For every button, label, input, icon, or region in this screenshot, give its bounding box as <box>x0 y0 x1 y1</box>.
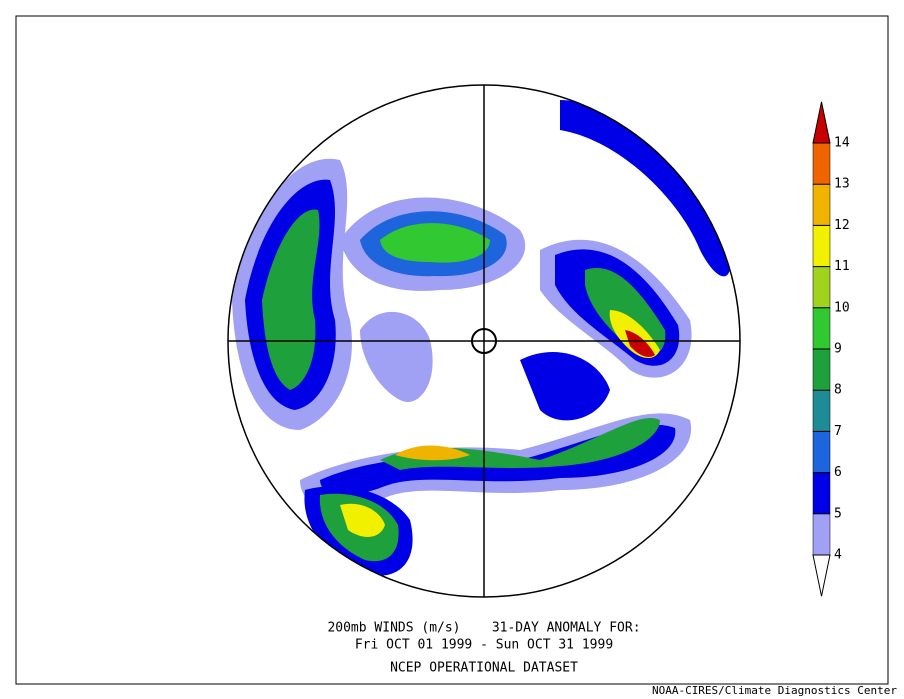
colorbar: 4 5 6 7 8 9 10 11 12 13 14 <box>812 101 850 597</box>
colorbar-segment <box>812 266 831 309</box>
wind-region <box>360 311 433 402</box>
colorbar-label: 10 <box>834 300 850 315</box>
colorbar-label: 4 <box>834 548 842 563</box>
colorbar-label: 14 <box>834 136 850 151</box>
pole-marker <box>471 328 497 354</box>
colorbar-segment <box>812 431 831 473</box>
wind-region <box>560 100 731 277</box>
wind-region <box>262 209 320 390</box>
wind-region <box>380 223 490 263</box>
colorbar-label: 7 <box>834 424 842 439</box>
colorbar-label: 11 <box>834 259 850 274</box>
colorbar-segment <box>812 183 831 226</box>
caption-line: Fri OCT 01 1999 - Sun OCT 31 1999 <box>355 638 613 653</box>
wind-region <box>395 445 470 461</box>
colorbar-label: 9 <box>834 342 842 357</box>
colorbar-label: 13 <box>834 177 850 192</box>
colorbar-label: 8 <box>834 383 842 398</box>
credit: NOAA-CIRES/Climate Diagnostics Center <box>652 684 897 697</box>
colorbar-segment <box>812 348 831 391</box>
map-border <box>227 84 741 598</box>
wind-region <box>625 330 655 357</box>
map <box>228 85 740 597</box>
colorbar-segment <box>812 142 831 185</box>
colorbar-label: 6 <box>834 465 842 480</box>
wind-region <box>340 503 385 537</box>
colorbar-segment <box>812 472 831 515</box>
colorbar-segment <box>812 225 831 267</box>
caption-line: NCEP OPERATIONAL DATASET <box>390 661 578 676</box>
colorbar-label: 5 <box>834 506 842 521</box>
colorbar-segment <box>812 307 831 350</box>
colorbar-segment <box>812 389 831 432</box>
colorbar-label: 12 <box>834 218 850 233</box>
wind-region <box>520 351 610 421</box>
caption-line: 200mb WINDS (m/s) 31-DAY ANOMALY FOR: <box>327 621 640 636</box>
colorbar-segment <box>812 513 831 556</box>
